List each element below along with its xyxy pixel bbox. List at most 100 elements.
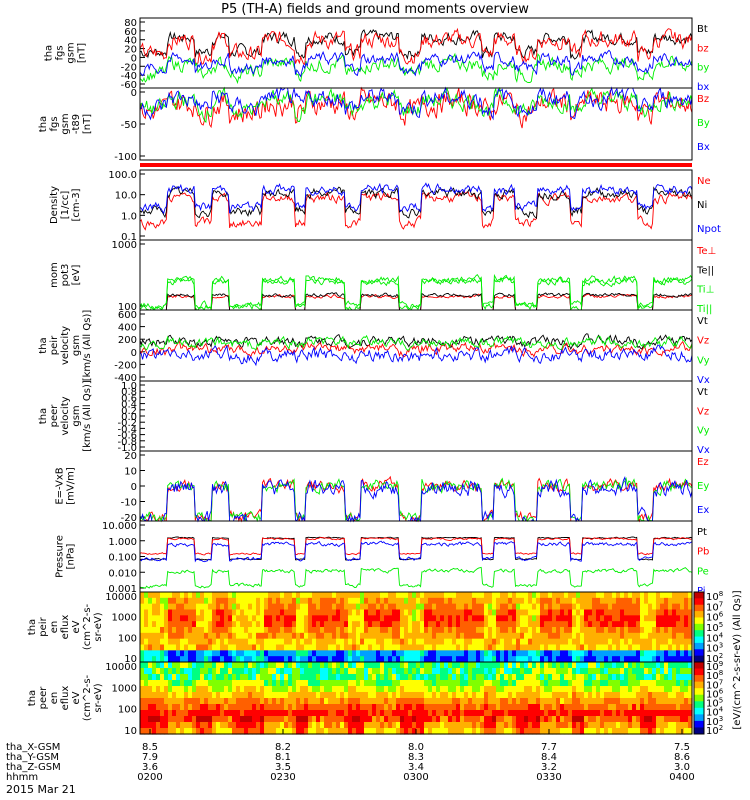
- spectrogram-cell: [520, 603, 525, 611]
- spectrogram-cell: [168, 644, 173, 651]
- spectrogram-cell: [676, 592, 681, 599]
- spectrogram-cell: [380, 674, 385, 681]
- spectrogram-cell: [328, 632, 333, 640]
- spectrogram-cell: [360, 710, 365, 717]
- spectrogram-cell: [672, 716, 677, 723]
- spectrogram-cell: [592, 698, 597, 705]
- spectrogram-cell: [256, 632, 261, 640]
- spectrogram-cell: [316, 662, 321, 669]
- spectrogram-cell: [588, 615, 593, 622]
- spectrogram-cell: [384, 698, 389, 705]
- spectrogram-cell: [220, 621, 225, 628]
- spectrogram-cell: [636, 638, 641, 646]
- colorbar-step: [694, 592, 704, 599]
- spectrogram-cell: [468, 656, 473, 663]
- spectrogram-cell: [488, 716, 493, 723]
- spectrogram-cell: [232, 592, 237, 599]
- spectrogram-cell: [376, 632, 381, 640]
- spectrogram-cell: [544, 632, 549, 640]
- spectrogram-cell: [416, 668, 421, 675]
- spectrogram-cell: [464, 650, 469, 657]
- spectrogram-cell: [176, 722, 181, 729]
- spectrogram-cell: [580, 662, 585, 669]
- spectrogram-cell: [624, 627, 629, 634]
- spectrogram-cell: [484, 603, 489, 611]
- spectrogram-cell: [204, 603, 209, 611]
- spectrogram-cell: [460, 674, 465, 681]
- spectrogram-cell: [444, 644, 449, 651]
- spectrogram-cell: [228, 704, 233, 711]
- spectrogram-cell: [376, 615, 381, 622]
- panel-peir-eflux: tha peir en eflux eV (cm^2-s-sr-eV)1000010001…: [27, 590, 743, 730]
- spectrogram-cell: [680, 716, 685, 723]
- spectrogram-cell: [372, 680, 377, 687]
- spectrogram-cell: [660, 698, 665, 705]
- spectrogram-cell: [460, 704, 465, 711]
- spectrogram-cell: [288, 668, 293, 675]
- spectrogram-cell: [504, 704, 509, 711]
- spectrogram-cell: [636, 698, 641, 705]
- spectrogram-cell: [392, 621, 397, 628]
- spectrogram-cell: [456, 644, 461, 651]
- spectrogram-cell: [572, 686, 577, 693]
- spectrogram-cell: [212, 668, 217, 675]
- spectrogram-cell: [340, 592, 345, 599]
- spectrogram-cell: [308, 698, 313, 705]
- spectrogram-cell: [564, 716, 569, 723]
- spectrogram-cell: [304, 698, 309, 705]
- spectrogram-cell: [280, 716, 285, 723]
- spectrogram-cell: [688, 638, 693, 646]
- spectrogram-cell: [484, 592, 489, 599]
- spectrogram-cell: [372, 722, 377, 729]
- spectrogram-cell: [492, 716, 497, 723]
- spectrogram-cell: [504, 597, 509, 605]
- spectrogram-cell: [416, 650, 421, 657]
- spectrogram-cell: [376, 668, 381, 675]
- spectrogram-cell: [212, 615, 217, 622]
- spectrogram-cell: [492, 686, 497, 693]
- spectrogram-cell: [620, 662, 625, 669]
- spectrogram-cell: [616, 698, 621, 705]
- spectrogram-cell: [660, 627, 665, 634]
- spectrogram-cell: [364, 650, 369, 657]
- spectrogram-cell: [184, 632, 189, 640]
- spectrogram-cell: [540, 650, 545, 657]
- spectrogram-cell: [640, 638, 645, 646]
- spectrogram-cell: [484, 662, 489, 669]
- spectrogram-cell: [340, 662, 345, 669]
- spectrogram-cell: [232, 627, 237, 634]
- spectrogram-cell: [248, 627, 253, 634]
- ytick-label: 1.0: [121, 381, 137, 392]
- spectrogram-cell: [220, 692, 225, 699]
- spectrogram-cell: [532, 728, 537, 735]
- spectrogram-cell: [344, 668, 349, 675]
- spectrogram-cell: [688, 615, 693, 622]
- spectrogram-cell: [292, 710, 297, 717]
- spectrogram-cell: [496, 615, 501, 622]
- spectrogram-cell: [636, 674, 641, 681]
- spectrogram-cell: [684, 621, 689, 628]
- spectrogram-cell: [324, 621, 329, 628]
- spectrogram-cell: [356, 704, 361, 711]
- spectrogram-cell: [488, 680, 493, 687]
- spectrogram-cell: [508, 662, 513, 669]
- spectrogram-cell: [644, 644, 649, 651]
- spectrogram-cell: [296, 627, 301, 634]
- spectrogram-cell: [196, 668, 201, 675]
- spectrogram-cell: [164, 692, 169, 699]
- spectrogram-cell: [448, 615, 453, 622]
- spectrogram-cell: [604, 686, 609, 693]
- spectrogram-cell: [396, 597, 401, 605]
- spectrogram-cell: [376, 716, 381, 723]
- spectrogram-cell: [184, 603, 189, 611]
- spectrogram-cell: [620, 603, 625, 611]
- spectrogram-cell: [620, 686, 625, 693]
- spectrogram-cell: [676, 668, 681, 675]
- spectrogram-cell: [444, 615, 449, 622]
- spectrogram-cell: [164, 710, 169, 717]
- spectrogram-cell: [640, 686, 645, 693]
- spectrogram-cell: [640, 704, 645, 711]
- panel-frame: [139, 520, 693, 593]
- spectrogram-cell: [180, 704, 185, 711]
- spectrogram-cell: [320, 692, 325, 699]
